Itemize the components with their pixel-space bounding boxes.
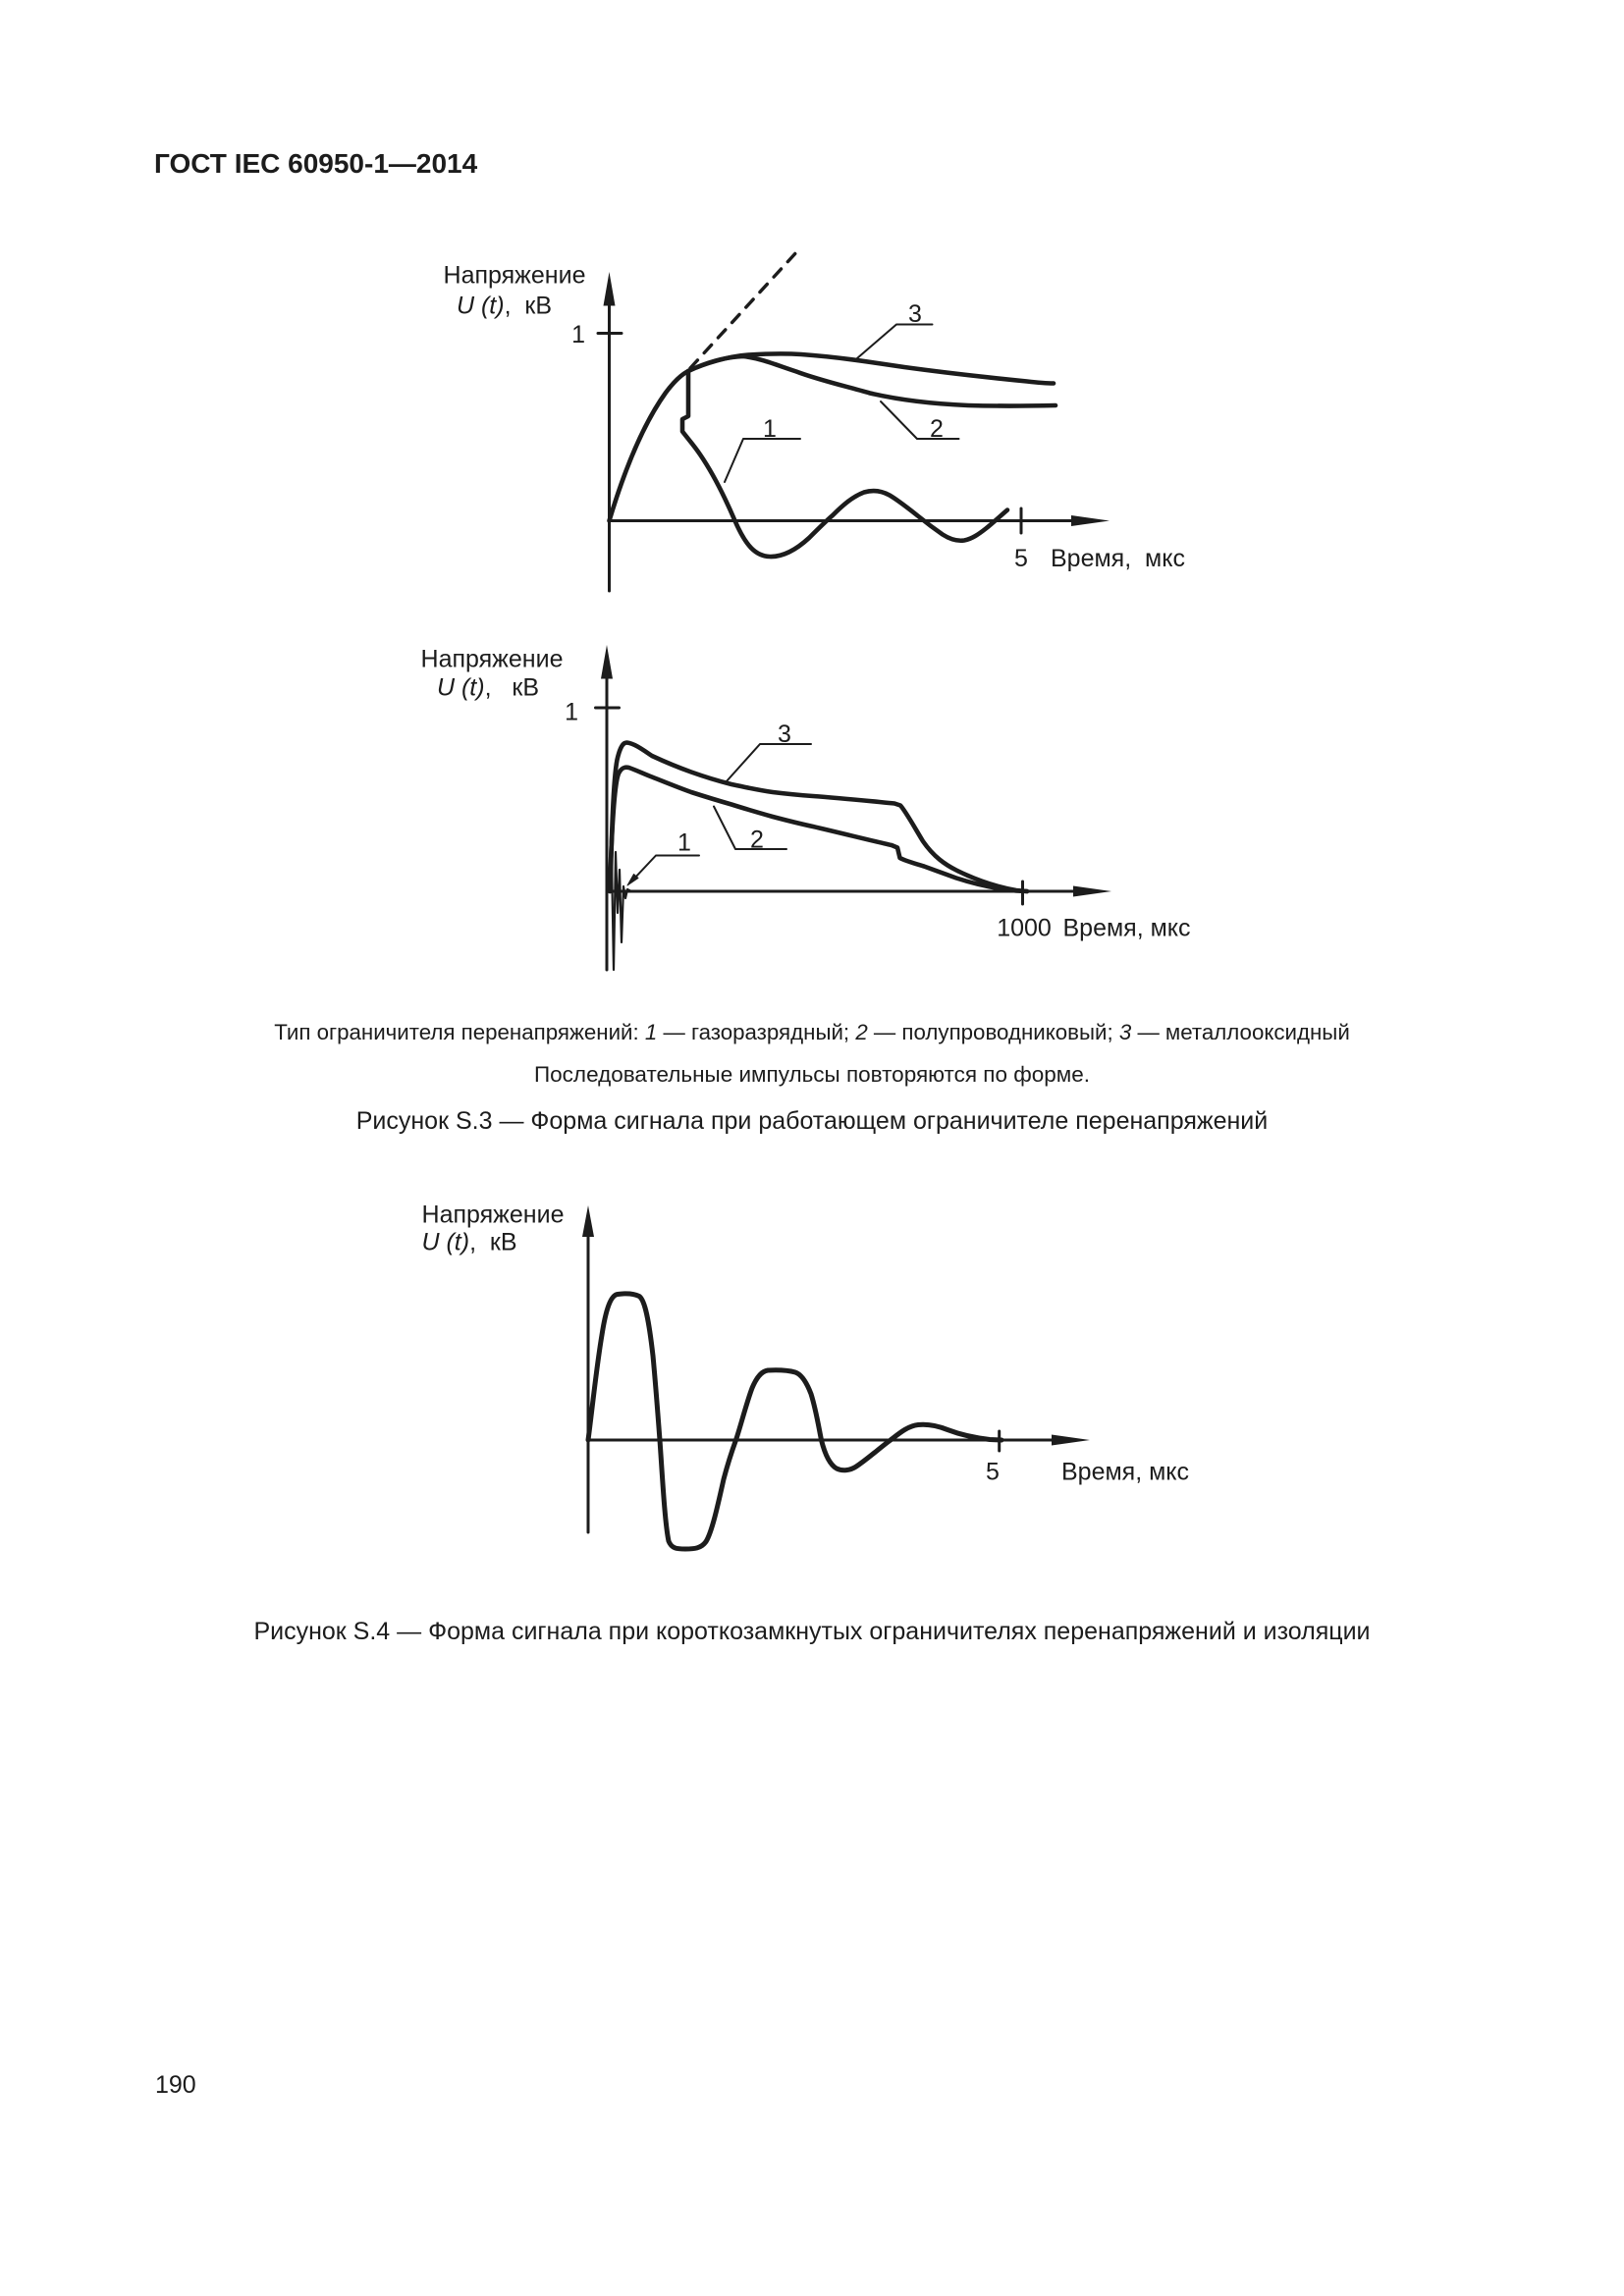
svg-text:U (t), кВ: U (t), кВ xyxy=(437,674,539,702)
svg-text:U (t), кВ: U (t), кВ xyxy=(421,1229,516,1256)
svg-text:3: 3 xyxy=(908,300,922,328)
svg-text:Время, мкс: Время, мкс xyxy=(1063,915,1191,942)
svg-text:Напряжение: Напряжение xyxy=(444,262,586,290)
svg-text:Напряжение: Напряжение xyxy=(421,646,564,673)
svg-text:Напряжение: Напряжение xyxy=(422,1201,565,1229)
svg-text:1: 1 xyxy=(565,699,578,726)
svg-text:2: 2 xyxy=(930,415,944,443)
svg-text:5: 5 xyxy=(986,1459,1000,1486)
svg-text:1: 1 xyxy=(677,829,691,857)
svg-text:U (t), кВ: U (t), кВ xyxy=(457,293,552,320)
svg-text:Время, мкс: Время, мкс xyxy=(1051,545,1185,572)
svg-text:1: 1 xyxy=(571,321,585,348)
svg-text:5: 5 xyxy=(1014,545,1028,572)
svg-text:1000: 1000 xyxy=(997,915,1052,942)
svg-text:1: 1 xyxy=(763,415,777,443)
svg-text:Время, мкс: Время, мкс xyxy=(1061,1459,1189,1486)
svg-text:2: 2 xyxy=(750,827,764,854)
svg-text:3: 3 xyxy=(778,721,791,748)
